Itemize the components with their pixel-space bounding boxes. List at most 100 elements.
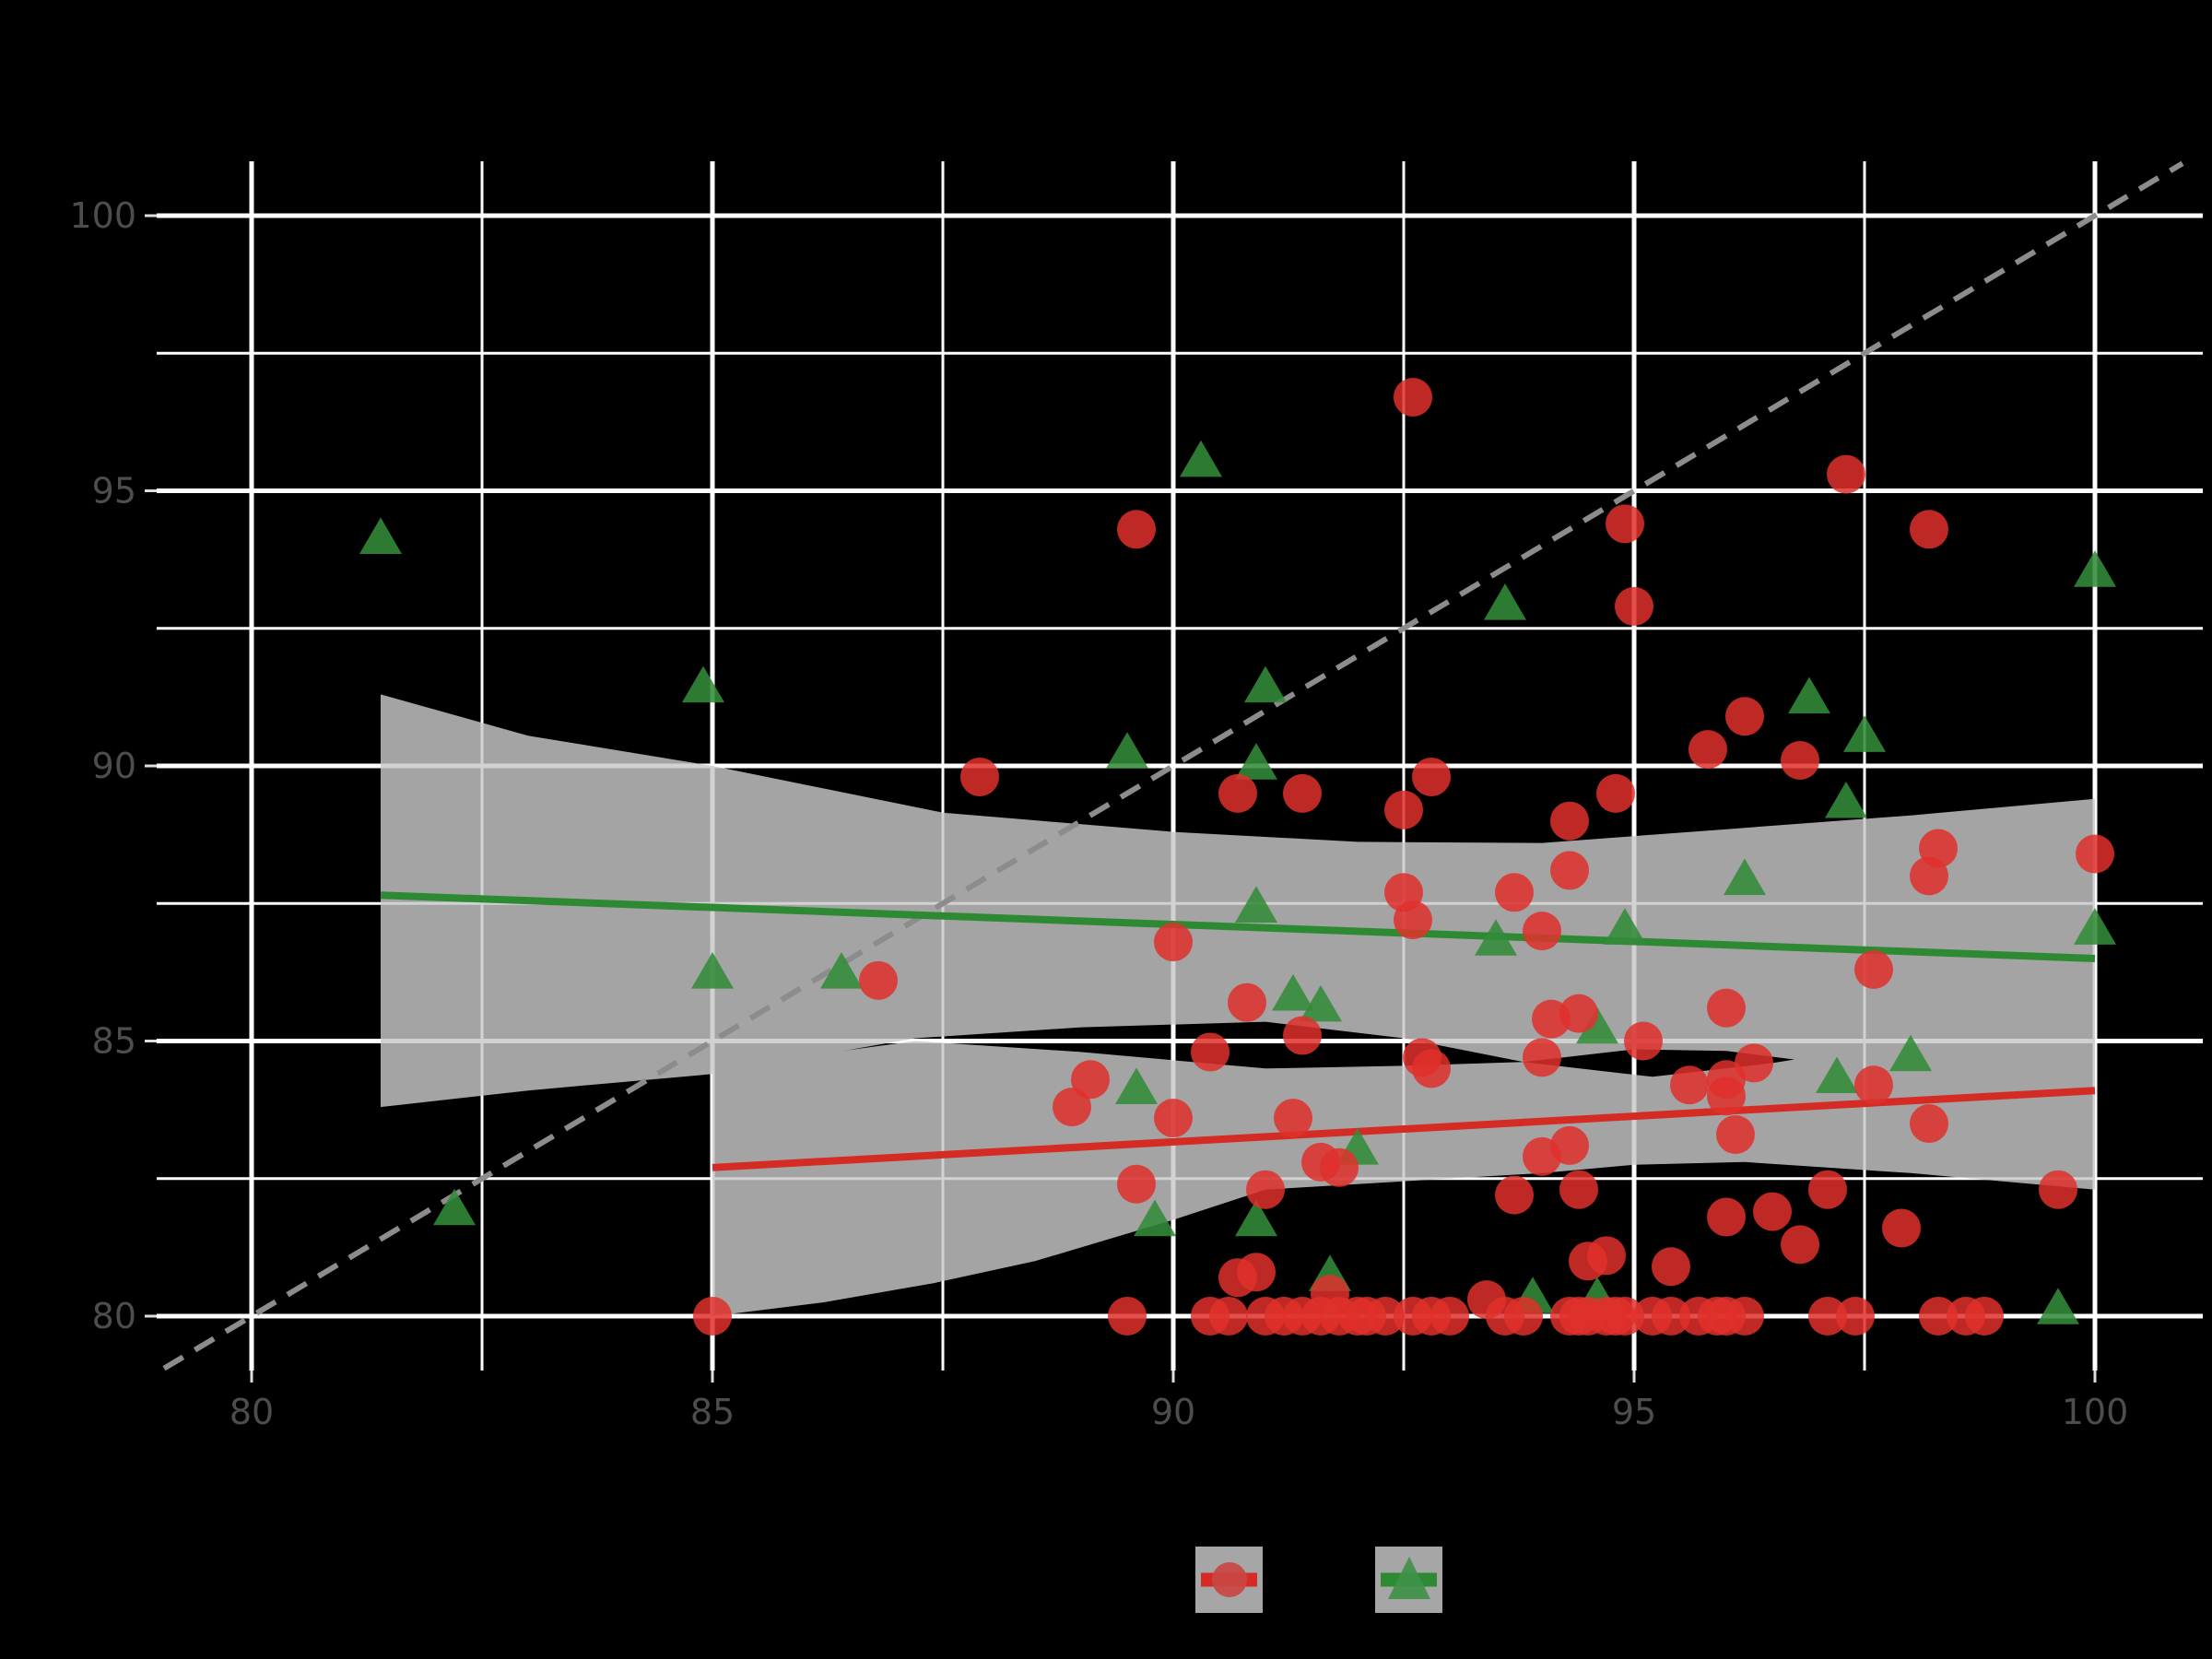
green-triangle-point <box>1604 908 1646 945</box>
green-triangle-point <box>1244 665 1287 703</box>
red-circle-point <box>1523 912 1561 951</box>
green-triangle-point <box>682 665 724 703</box>
red-circle-point <box>1808 1297 1847 1335</box>
red-circle-point <box>1587 1236 1626 1276</box>
green-triangle-point <box>359 517 402 554</box>
green-triangle-point <box>820 952 863 989</box>
red-circle-point <box>1495 1175 1534 1215</box>
red-circle-point <box>1154 1099 1193 1138</box>
green-triangle-point <box>1235 886 1277 923</box>
red-circle-point <box>1670 1065 1709 1105</box>
y-tick-label: 85 <box>92 1021 136 1062</box>
green-triangle-point <box>1272 973 1314 1011</box>
red-circle-point <box>1218 773 1257 813</box>
y-tick-label: 95 <box>92 471 136 512</box>
red-circle-point <box>1384 790 1423 830</box>
red-circle-point <box>1117 1164 1156 1204</box>
red-circle-point <box>1366 1297 1405 1335</box>
red-circle-point <box>1606 504 1644 544</box>
green-triangle-point <box>1484 583 1526 620</box>
green-triangle-point <box>1180 440 1222 477</box>
red-circle-point <box>1652 1247 1690 1287</box>
red-circle-point <box>1652 1297 1690 1335</box>
red-circle-point <box>1283 773 1322 813</box>
green-triangle-point <box>1235 1199 1277 1237</box>
y-tick-label: 80 <box>92 1296 136 1336</box>
green-triangle-point <box>2074 908 2116 945</box>
green-triangle-point <box>1106 732 1148 769</box>
red-circle-point <box>1283 1016 1322 1055</box>
red-circle-point <box>1781 1225 1819 1265</box>
red-circle-point <box>2039 1170 2077 1209</box>
red-circle-point <box>1596 773 1635 813</box>
red-circle-point <box>1624 1021 1663 1061</box>
red-circle-point <box>1504 1297 1543 1335</box>
red-circle-point <box>1246 1170 1285 1209</box>
red-circle-point <box>1071 1060 1110 1100</box>
green-triangle-point <box>1576 1006 1618 1044</box>
red-circle-point <box>1688 730 1727 770</box>
green-triangle-point <box>1235 743 1277 780</box>
green-triangle-point <box>2037 1288 2079 1324</box>
red-circle-point <box>1882 1208 1921 1248</box>
red-circle-point <box>1108 1297 1147 1335</box>
red-circle-point <box>1910 510 1948 549</box>
red-circle-point <box>1559 994 1598 1033</box>
green-triangle-point <box>1825 781 1867 818</box>
red-circle-point <box>1209 1297 1248 1335</box>
red-circle-point <box>859 960 898 1000</box>
red-circle-point <box>1550 851 1589 890</box>
red-circle-point <box>1191 1032 1230 1072</box>
red-circle-point <box>1725 697 1764 736</box>
x-tick-label: 100 <box>2062 1392 2129 1432</box>
green-triangle-point <box>1843 715 1886 752</box>
axes: 80 85 90 95 100 80 85 90 95 100 <box>69 195 2128 1432</box>
red-circle-point <box>1320 1147 1359 1187</box>
red-circle-point <box>1559 1170 1598 1209</box>
red-circle-point <box>1910 856 1948 896</box>
red-circles-trend-line <box>712 1087 2096 1171</box>
red-circle-point <box>1735 1043 1773 1083</box>
red-circle-point <box>1808 1170 1847 1209</box>
red-circle-point <box>1228 982 1266 1022</box>
green-triangle-point <box>1889 1034 1932 1072</box>
identity-dashed-line <box>162 160 2184 1371</box>
green-triangle-point <box>1134 1199 1176 1237</box>
red-circle-point <box>1412 757 1451 796</box>
red-circle-point <box>1615 586 1653 626</box>
red-circle-point <box>1606 1297 1644 1335</box>
green-triangle-point <box>1115 1067 1158 1104</box>
red-circle-point <box>1550 1125 1589 1165</box>
green-triangle-point <box>1724 858 1766 896</box>
data-points <box>359 378 2116 1335</box>
red-circle-point <box>1725 1297 1764 1335</box>
red-circle-point <box>1550 801 1589 841</box>
green-triangle-point <box>2074 550 2116 587</box>
green-triangle-point <box>1475 919 1517 956</box>
red-circle-point <box>1117 510 1156 549</box>
red-circle-point <box>1965 1297 2004 1335</box>
red-circle-point <box>1919 1297 1958 1335</box>
red-circle-point <box>2076 834 2114 874</box>
red-circle-point <box>1274 1099 1312 1138</box>
red-circle-point <box>1154 923 1193 962</box>
red-circle-point <box>1394 378 1432 418</box>
red-circle-point <box>1523 1038 1561 1077</box>
red-circle-point <box>1716 1114 1755 1154</box>
green-triangle-point <box>691 952 734 989</box>
red-circle-point <box>1827 454 1865 494</box>
green-triangle-point <box>1816 1056 1858 1094</box>
red-circle-point <box>1781 741 1819 781</box>
red-circle-point <box>1753 1192 1792 1231</box>
x-tick-label: 95 <box>1612 1392 1656 1432</box>
red-circle-point <box>1707 1077 1746 1116</box>
y-tick-label: 90 <box>92 746 136 786</box>
red-circle-point <box>1430 1297 1469 1335</box>
green-triangle-point <box>433 1188 476 1226</box>
x-tick-label: 85 <box>690 1392 735 1432</box>
y-tick-label: 100 <box>69 195 136 236</box>
red-circle-point <box>1394 900 1432 940</box>
green-triangle-point <box>1300 984 1342 1022</box>
